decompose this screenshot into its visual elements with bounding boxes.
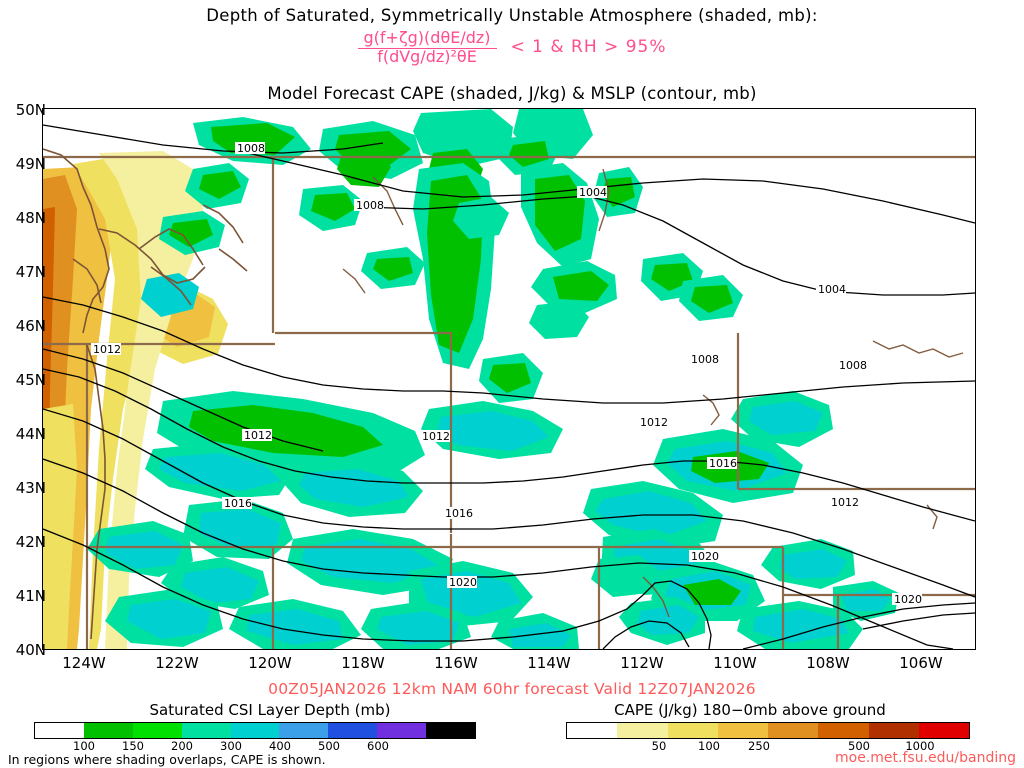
xtick-112W: 112W bbox=[620, 654, 664, 672]
stability-formula: g(f+ζg)(dθE/dz) f(dVg/dz)²θE < 1 & RH > … bbox=[0, 28, 1024, 66]
cape-swatch-4 bbox=[768, 723, 819, 738]
svg-text:1004: 1004 bbox=[818, 283, 846, 296]
cape-tick-100: 100 bbox=[698, 739, 720, 753]
xtick-120W: 120W bbox=[248, 654, 292, 672]
ytick-48N: 48N bbox=[15, 209, 46, 227]
cape-swatch-5 bbox=[818, 723, 869, 738]
csi-tick-500: 500 bbox=[318, 739, 340, 753]
csi-tick-600: 600 bbox=[367, 739, 389, 753]
xtick-116W: 116W bbox=[434, 654, 478, 672]
svg-text:1012: 1012 bbox=[831, 496, 859, 509]
svg-text:1008: 1008 bbox=[691, 353, 719, 366]
cape-tick-50: 50 bbox=[651, 739, 667, 753]
chart-title-line1: Depth of Saturated, Symmetrically Unstab… bbox=[206, 6, 818, 25]
map-svg: 1008 1008 1004 1004 1008 1008 1012 1012 … bbox=[43, 109, 975, 649]
csi-tick-150: 150 bbox=[122, 739, 144, 753]
csi-swatch-8 bbox=[426, 723, 476, 738]
svg-text:1012: 1012 bbox=[93, 343, 121, 356]
xtick-122W: 122W bbox=[155, 654, 199, 672]
ytick-40N: 40N bbox=[15, 641, 46, 659]
svg-text:1012: 1012 bbox=[640, 416, 668, 429]
svg-text:1016: 1016 bbox=[224, 497, 252, 510]
map-plot-area: 1008 1008 1004 1004 1008 1008 1012 1012 … bbox=[42, 108, 976, 650]
ytick-46N: 46N bbox=[15, 317, 46, 335]
colorbar-csi bbox=[34, 722, 476, 739]
csi-swatch-5 bbox=[279, 723, 329, 738]
xtick-108W: 108W bbox=[806, 654, 850, 672]
ytick-47N: 47N bbox=[15, 263, 46, 281]
cape-tick-1000: 1000 bbox=[905, 739, 935, 753]
csi-swatch-6 bbox=[328, 723, 378, 738]
csi-tick-200: 200 bbox=[171, 739, 193, 753]
state-borders bbox=[43, 155, 975, 649]
svg-text:1016: 1016 bbox=[445, 507, 473, 520]
ytick-43N: 43N bbox=[15, 479, 46, 497]
forecast-valid-text: 00Z05JAN2026 12km NAM 60hr forecast Vali… bbox=[268, 680, 756, 698]
svg-text:1004: 1004 bbox=[579, 186, 607, 199]
csi-swatch-0 bbox=[35, 723, 84, 738]
svg-text:1020: 1020 bbox=[691, 550, 719, 563]
xtick-110W: 110W bbox=[713, 654, 757, 672]
legend-csi-title: Saturated CSI Layer Depth (mb) bbox=[149, 701, 391, 719]
cape-swatch-7 bbox=[918, 723, 969, 738]
source-credit[interactable]: moe.met.fsu.edu/banding bbox=[835, 750, 1016, 766]
coastline bbox=[43, 148, 248, 640]
ytick-44N: 44N bbox=[15, 425, 46, 443]
svg-text:1016: 1016 bbox=[709, 457, 737, 470]
xtick-124W: 124W bbox=[62, 654, 106, 672]
csi-tick-400: 400 bbox=[269, 739, 291, 753]
csi-swatch-4 bbox=[230, 723, 280, 738]
cape-tick-250: 250 bbox=[748, 739, 770, 753]
colorbar-cape bbox=[566, 722, 970, 739]
xtick-106W: 106W bbox=[899, 654, 943, 672]
ytick-42N: 42N bbox=[15, 533, 46, 551]
cape-swatch-6 bbox=[868, 723, 919, 738]
formula-fraction: g(f+ζg)(dθE/dz) f(dVg/dz)²θE bbox=[357, 28, 497, 66]
mslp-contour-labels: 1008 1008 1004 1004 1008 1008 1012 1012 … bbox=[91, 142, 922, 606]
xtick-118W: 118W bbox=[341, 654, 385, 672]
cape-swatch-1 bbox=[617, 723, 668, 738]
ytick-49N: 49N bbox=[15, 155, 46, 173]
svg-text:1008: 1008 bbox=[237, 142, 265, 155]
csi-swatch-2 bbox=[132, 723, 182, 738]
csi-swatch-7 bbox=[377, 723, 427, 738]
ytick-41N: 41N bbox=[15, 587, 46, 605]
cape-swatch-3 bbox=[717, 723, 768, 738]
svg-text:1012: 1012 bbox=[244, 429, 272, 442]
svg-text:1012: 1012 bbox=[422, 430, 450, 443]
ytick-45N: 45N bbox=[15, 371, 46, 389]
csi-swatch-3 bbox=[181, 723, 231, 738]
cape-swatch-0 bbox=[567, 723, 618, 738]
legend-cape-title: CAPE (J/kg) 180−0mb above ground bbox=[614, 701, 886, 719]
xtick-114W: 114W bbox=[527, 654, 571, 672]
csi-swatch-1 bbox=[83, 723, 133, 738]
chart-title-line3: Model Forecast CAPE (shaded, J/kg) & MSL… bbox=[267, 84, 757, 103]
svg-text:1020: 1020 bbox=[449, 576, 477, 589]
formula-numerator: g(f+ζg)(dθE/dz) bbox=[357, 28, 497, 49]
svg-text:1008: 1008 bbox=[839, 359, 867, 372]
cape-tick-500: 500 bbox=[848, 739, 870, 753]
ytick-50N: 50N bbox=[15, 101, 46, 119]
formula-condition: < 1 & RH > 95% bbox=[510, 37, 667, 57]
formula-denominator: f(dVg/dz)²θE bbox=[377, 47, 477, 66]
csi-tick-100: 100 bbox=[73, 739, 95, 753]
svg-text:1020: 1020 bbox=[894, 593, 922, 606]
csi-tick-300: 300 bbox=[220, 739, 242, 753]
svg-text:1008: 1008 bbox=[356, 199, 384, 212]
overlap-note: In regions where shading overlaps, CAPE … bbox=[8, 752, 326, 767]
cape-swatch-2 bbox=[667, 723, 718, 738]
